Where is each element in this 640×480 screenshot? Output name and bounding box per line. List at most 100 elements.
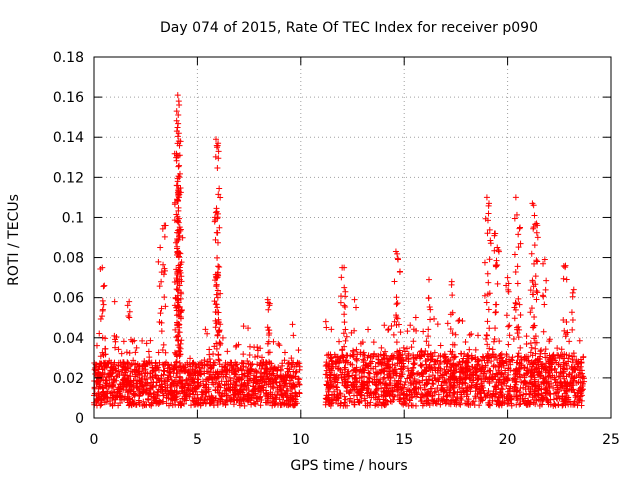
roti-point [558,346,565,353]
roti-point [546,383,553,390]
roti-point [434,357,441,364]
roti-point [394,386,401,393]
roti-point [266,302,273,309]
roti-point [392,370,399,377]
roti-point [230,401,237,408]
roti-point [538,390,545,397]
roti-point [336,338,343,345]
roti-point [494,244,501,251]
roti-point [198,388,205,395]
roti-point [411,391,418,398]
roti-point [554,395,561,402]
roti-point [286,373,293,380]
roti-point [177,267,184,274]
roti-point [99,306,106,313]
roti-point [101,282,108,289]
roti-point [197,402,204,409]
roti-point [517,312,524,319]
roti-point [163,387,170,394]
roti-point [511,215,518,222]
roti-point [95,396,102,403]
roti-point [196,364,203,371]
roti-point [173,370,180,377]
roti-point [234,388,241,395]
roti-point [295,347,302,354]
roti-point [275,364,282,371]
roti-point [533,229,540,236]
roti-point [366,379,373,386]
roti-point [266,330,273,337]
roti-point [527,349,534,356]
roti-point [182,395,189,402]
roti-point [485,388,492,395]
roti-point [492,325,499,332]
roti-point [394,354,401,361]
roti-point [104,394,111,401]
roti-point [327,371,334,378]
roti-point [390,331,397,338]
roti-point [485,279,492,286]
roti-point [129,382,136,389]
roti-point [239,360,246,367]
roti-point [486,402,493,409]
roti-point [327,378,334,385]
roti-point [115,346,122,353]
roti-point [500,373,507,380]
roti-point [325,388,332,395]
roti-point [478,366,485,373]
roti-point [397,378,404,385]
roti-point [486,378,493,385]
roti-point [485,200,492,207]
roti-point [214,287,221,294]
roti-point [364,382,371,389]
roti-point [288,355,295,362]
roti-point [423,379,430,386]
roti-point [430,400,437,407]
roti-point [420,393,427,400]
roti-point [449,370,456,377]
roti-point [240,363,247,370]
roti-point [284,393,291,400]
roti-point [225,378,232,385]
roti-point [513,393,520,400]
roti-point [441,359,448,366]
roti-point [499,359,506,366]
roti-point [341,399,348,406]
roti-point [434,321,441,328]
y-tick-label: 0.14 [53,130,84,146]
roti-point [418,390,425,397]
roti-point [175,287,182,294]
roti-point [393,314,400,321]
roti-point [566,352,573,359]
roti-point [285,360,292,367]
roti-point [365,374,372,381]
roti-point [204,396,211,403]
roti-point [546,338,553,345]
roti-point [136,369,143,376]
roti-point [157,310,164,317]
roti-point [218,371,225,378]
roti-point [190,398,197,405]
roti-point [418,362,425,369]
roti-point [530,381,537,388]
roti-point [342,377,349,384]
roti-point [247,343,254,350]
roti-point [166,369,173,376]
roti-point [253,395,260,402]
roti-point [529,352,536,359]
roti-point [222,373,229,380]
roti-point [484,270,491,277]
roti-point [425,342,432,349]
roti-point [469,379,476,386]
roti-point [214,254,221,261]
roti-point [453,376,460,383]
roti-point [458,397,465,404]
roti-point [201,361,208,368]
roti-point [250,375,257,382]
roti-point [444,320,451,327]
roti-point [381,352,388,359]
roti-point [466,375,473,382]
roti-point [516,301,523,308]
roti-point [353,304,360,311]
roti-point [363,362,370,369]
